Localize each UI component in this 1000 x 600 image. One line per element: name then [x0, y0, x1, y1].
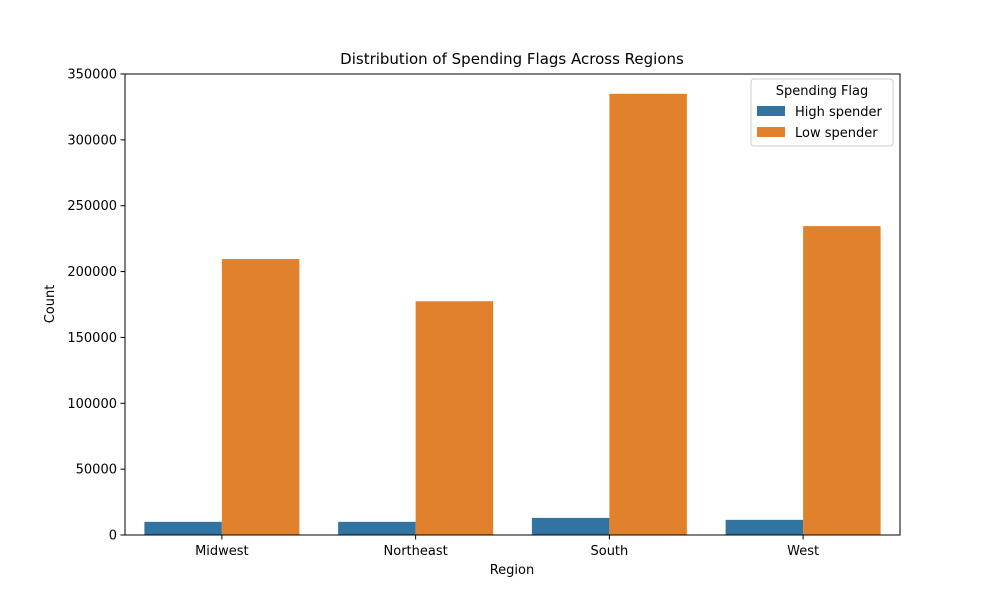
legend-label-high-spender: High spender: [795, 105, 883, 120]
bar-high-spender-south: [531, 517, 610, 535]
y-tick-label: 300000: [67, 133, 117, 148]
y-axis-label: Count: [43, 285, 58, 324]
bar-low-spender-west: [803, 226, 881, 535]
bars-group: [144, 93, 881, 535]
x-axis: Midwest Northeast South West: [195, 535, 819, 559]
legend-swatch-low-spender: [757, 127, 785, 137]
x-tick-label: Northeast: [384, 544, 448, 559]
bar-low-spender-midwest: [221, 259, 300, 535]
y-tick-label: 200000: [67, 265, 117, 280]
bar-high-spender-midwest: [144, 521, 222, 535]
y-tick-label: 150000: [67, 331, 117, 346]
y-tick-label: 250000: [67, 199, 117, 214]
legend-box: [750, 78, 894, 147]
legend: Spending Flag High spender Low spender: [750, 78, 894, 147]
legend-swatch-high-spender: [757, 106, 785, 116]
y-axis: 0 50000 100000 150000 200000 250000 300000 3500…: [67, 68, 125, 544]
y-tick-label: 50000: [76, 463, 117, 478]
plot-frame: [124, 73, 901, 536]
chart-title: Distribution of Spending Flags Across Re…: [340, 50, 684, 68]
y-tick-label: 0: [109, 529, 117, 544]
bar-low-spender-northeast: [415, 301, 494, 535]
x-tick-label: South: [590, 544, 628, 559]
x-tick-label: West: [787, 544, 819, 559]
bar-low-spender-south: [609, 93, 687, 535]
x-axis-label: Region: [490, 563, 535, 578]
legend-label-low-spender: Low spender: [795, 126, 878, 141]
bar-high-spender-west: [725, 519, 804, 535]
y-tick-label: 350000: [67, 68, 117, 83]
legend-title: Spending Flag: [776, 84, 869, 99]
y-tick-label: 100000: [67, 397, 117, 412]
bar-high-spender-northeast: [338, 521, 416, 535]
x-tick-label: Midwest: [195, 544, 249, 559]
